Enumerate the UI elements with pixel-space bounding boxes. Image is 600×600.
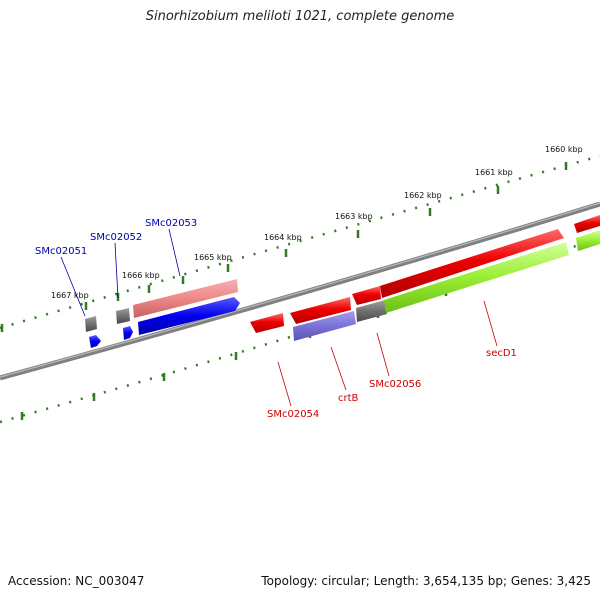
ruler-major-ticks — [0, 162, 568, 332]
leader-lines-forward — [277, 300, 498, 407]
gene-bar-SMc02056-gray — [356, 300, 387, 322]
gene-arrow-SMc02056 — [352, 286, 381, 305]
gene-arrow-SMc02054 — [250, 313, 284, 333]
gene-bar-SMc02052-gray — [116, 308, 130, 324]
ruler-label-1665: 1665 kbp — [194, 253, 232, 262]
gene-bar-SMc02053-light — [133, 279, 238, 318]
ruler-label-1666: 1666 kbp — [122, 271, 160, 280]
gene-arrow-crtB — [290, 297, 351, 324]
gene-label-secD1: secD1 — [486, 348, 517, 359]
ruler-label-1667: 1667 kbp — [51, 291, 89, 300]
gene-label-SMc02052: SMc02052 — [90, 232, 142, 243]
ruler-label-1660: 1660 kbp — [545, 145, 583, 154]
gene-label-SMc02054: SMc02054 — [267, 409, 319, 420]
ruler-label-1664: 1664 kbp — [264, 233, 302, 242]
gene-arrow-SMc02053 — [138, 297, 240, 335]
gene-arrow-SMc02051 — [89, 335, 101, 348]
genome-backbone — [0, 201, 600, 381]
leader-lines-reverse — [60, 228, 181, 317]
ruler-label-1661: 1661 kbp — [475, 168, 513, 177]
gene-bar-secD1-green — [384, 242, 569, 313]
gene-arrow-next-red — [574, 215, 600, 233]
gene-arrow-secD1 — [380, 229, 564, 298]
ruler-label-1663: 1663 kbp — [335, 212, 373, 221]
gene-label-SMc02051: SMc02051 — [35, 246, 87, 257]
gene-label-SMc02053: SMc02053 — [145, 218, 197, 229]
gene-label-crtB: crtB — [338, 393, 359, 404]
gene-bar-SMc02051-gray — [85, 316, 97, 332]
ruler-label-1662: 1662 kbp — [404, 191, 442, 200]
map-title: Sinorhizobium meliloti 1021, complete ge… — [145, 9, 455, 24]
accession-text: Accession: NC_003047 — [8, 574, 145, 588]
genome-summary-text: Topology: circular; Length: 3,654,135 bp… — [261, 574, 591, 588]
gene-label-SMc02056: SMc02056 — [369, 379, 421, 390]
gene-arrow-SMc02052 — [123, 326, 133, 340]
gene-bar-crtB-lav — [293, 311, 356, 341]
genome-backbone-highlight — [0, 202, 600, 378]
ruler-upper-track — [0, 154, 600, 330]
gene-bar-next-green — [576, 230, 600, 251]
